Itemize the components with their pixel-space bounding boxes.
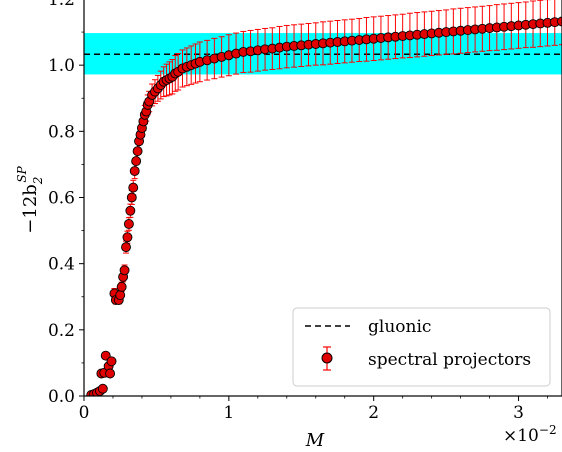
data-point bbox=[125, 205, 136, 216]
y-tick-label: 0.2 bbox=[48, 321, 75, 341]
x-axis-label: M bbox=[305, 430, 325, 451]
x-tick-label: 0 bbox=[79, 403, 90, 423]
data-point bbox=[123, 219, 134, 229]
data-point bbox=[121, 242, 131, 253]
y-tick-label: 1.2 bbox=[48, 0, 75, 10]
data-point bbox=[106, 356, 117, 367]
data-point bbox=[119, 265, 130, 276]
data-point bbox=[122, 232, 133, 243]
x-tick-label: 3 bbox=[513, 403, 524, 423]
y-tick-label: 0.8 bbox=[48, 122, 75, 142]
x-axis-ticks: 0 1 2 3 bbox=[79, 396, 548, 423]
x-tick-label: 2 bbox=[368, 403, 379, 423]
legend-box bbox=[292, 307, 551, 387]
y-axis-label: −12b2SP bbox=[15, 165, 45, 233]
y-tick-label: 1.0 bbox=[48, 56, 75, 76]
x-axis-scale-factor: ×10−2 bbox=[503, 423, 557, 446]
y-axis-ticks: 0.0 0.2 0.4 0.6 0.8 1.0 1.2 bbox=[48, 0, 84, 407]
data-point bbox=[129, 166, 140, 176]
data-point bbox=[115, 290, 126, 301]
x-tick-label: 1 bbox=[223, 403, 234, 423]
legend-marker-swatch bbox=[321, 352, 333, 364]
data-point bbox=[126, 192, 137, 203]
data-point bbox=[116, 281, 127, 292]
data-point bbox=[132, 146, 143, 157]
y-tick-label: 0.6 bbox=[48, 189, 75, 209]
data-point bbox=[128, 182, 139, 193]
data-point-layer bbox=[86, 16, 562, 396]
data-point bbox=[97, 383, 108, 394]
data-point bbox=[557, 16, 562, 27]
legend-gluonic-label: gluonic bbox=[368, 317, 431, 337]
y-tick-label: 0.0 bbox=[48, 387, 75, 407]
data-point bbox=[105, 368, 116, 379]
legend-spectral-label: spectral projectors bbox=[368, 350, 531, 370]
legend: gluonic spectral projectors bbox=[292, 307, 551, 387]
y-tick-label: 0.4 bbox=[48, 255, 75, 275]
data-point bbox=[131, 156, 142, 167]
